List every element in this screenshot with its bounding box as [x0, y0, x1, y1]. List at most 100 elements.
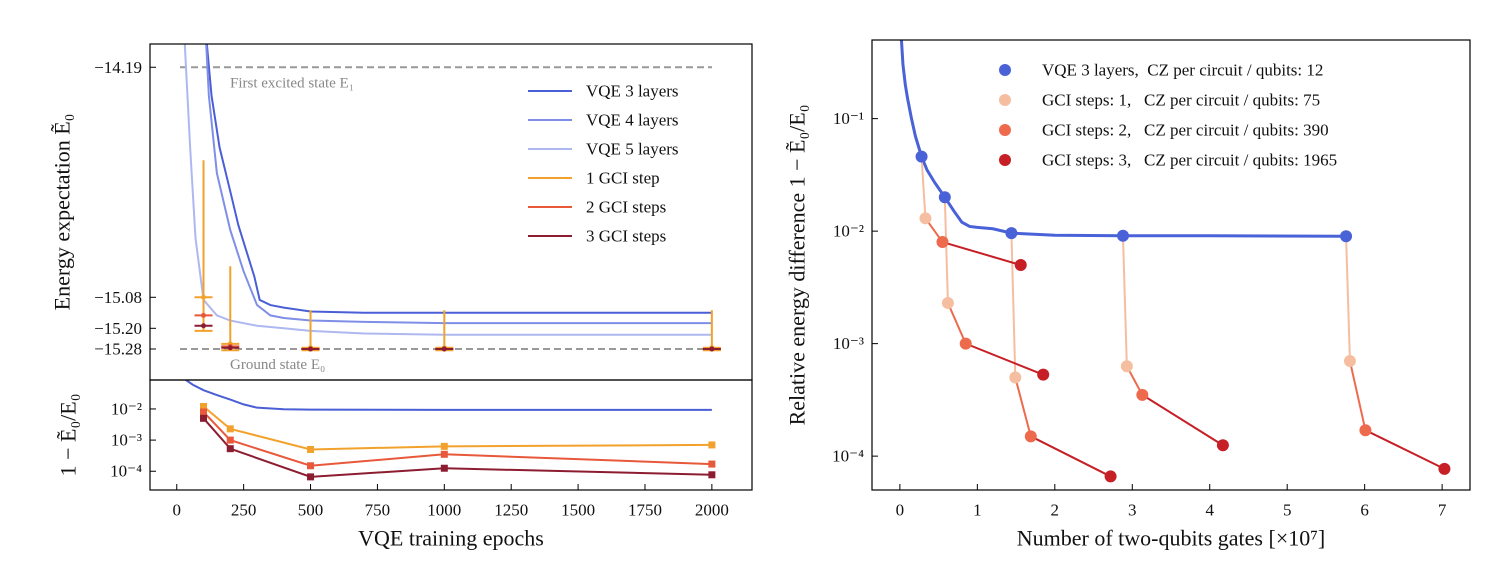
connector	[943, 197, 949, 303]
reference-label: Ground state E₀	[230, 357, 325, 373]
point	[708, 471, 716, 479]
legend-label: GCI steps: 2, CZ per circuit / qubits: 3…	[1042, 121, 1329, 140]
plot-area	[899, 40, 1451, 483]
y-tick-label: −14.19	[94, 58, 142, 77]
y-axis-label: 1 − Ẽ₀/E₀	[56, 394, 81, 477]
x-tick-label: 1250	[494, 501, 528, 520]
connector	[1014, 377, 1032, 437]
point	[938, 191, 951, 204]
legend-label: VQE 5 layers	[586, 140, 679, 159]
connector	[1030, 435, 1112, 478]
point	[1136, 388, 1149, 401]
x-tick-label: 1500	[561, 501, 595, 520]
series-line	[184, 380, 712, 411]
point	[1009, 371, 1022, 384]
legend-marker	[999, 94, 1011, 106]
point	[1438, 462, 1451, 475]
legend-label: 2 GCI steps	[586, 198, 666, 217]
connector	[1141, 394, 1224, 447]
point	[915, 150, 928, 163]
point	[226, 425, 234, 433]
x-tick-label: 2000	[695, 501, 729, 520]
legend-marker	[999, 154, 1011, 166]
series-line	[202, 417, 712, 478]
point	[1116, 229, 1129, 242]
point	[201, 294, 207, 300]
point	[440, 442, 448, 450]
connector	[1121, 235, 1128, 367]
point	[226, 445, 234, 453]
y-tick-label: 10⁻⁴	[110, 462, 142, 481]
point	[936, 236, 949, 249]
series-line	[202, 411, 712, 467]
y-axis-label: Relative energy difference 1 − Ẽ₀/E₀	[785, 105, 810, 426]
legend-label: GCI steps: 1, CZ per circuit / qubits: 7…	[1042, 91, 1320, 110]
legend-marker	[999, 64, 1011, 76]
point	[227, 345, 233, 351]
x-tick-label: 7	[1438, 501, 1447, 520]
series-curve	[899, 40, 1347, 238]
connector	[920, 156, 927, 219]
x-tick-label: 6	[1360, 501, 1369, 520]
legend-marker	[999, 124, 1011, 136]
y-tick-label: 10⁻³	[833, 334, 864, 353]
legend-label: 1 GCI step	[586, 169, 660, 188]
connector	[1348, 360, 1367, 431]
point	[709, 346, 715, 352]
connector	[1364, 429, 1445, 470]
point	[201, 323, 207, 329]
x-tick-label: 750	[365, 501, 391, 520]
point	[1340, 230, 1353, 243]
connector	[965, 342, 1044, 376]
point	[708, 441, 716, 449]
x-tick-label: 3	[1128, 501, 1137, 520]
legend-label: 3 GCI steps	[586, 227, 666, 246]
point	[1216, 439, 1229, 452]
point	[440, 450, 448, 458]
point	[200, 408, 208, 416]
point	[308, 346, 314, 352]
connector	[1010, 233, 1017, 378]
point	[919, 212, 932, 225]
connector	[946, 302, 967, 345]
connector	[942, 241, 1022, 266]
point	[200, 402, 208, 410]
series-line	[205, 44, 712, 314]
x-tick-label: 1000	[427, 501, 461, 520]
x-tick-label: 1	[973, 501, 982, 520]
y-tick-label: −15.08	[94, 288, 142, 307]
x-tick-label: 2	[1051, 501, 1060, 520]
series-line	[205, 44, 712, 325]
x-tick-label: 1750	[628, 501, 662, 520]
point	[307, 445, 315, 453]
y-tick-label: −15.28	[94, 339, 142, 358]
point	[1014, 259, 1027, 271]
plot-area	[184, 380, 716, 481]
x-tick-label: 250	[231, 501, 257, 520]
plot-area	[180, 44, 721, 352]
point	[941, 296, 954, 309]
legend-label: GCI steps: 3, CZ per circuit / qubits: 1…	[1042, 151, 1337, 170]
series-line	[202, 405, 712, 451]
x-tick-label: 0	[896, 501, 905, 520]
x-tick-label: 5	[1283, 501, 1292, 520]
point	[959, 337, 972, 350]
point	[708, 460, 716, 468]
point	[440, 464, 448, 472]
y-tick-label: 10⁻²	[833, 222, 864, 241]
legend-label: VQE 3 layers	[586, 82, 679, 101]
reference-label: First excited state E₁	[230, 75, 354, 91]
x-axis-label: Number of two-qubits gates [×10⁷]	[1017, 526, 1325, 551]
point	[200, 414, 208, 422]
point	[1104, 470, 1117, 483]
axes-frame	[871, 39, 1471, 491]
point	[1037, 368, 1050, 381]
x-tick-label: 4	[1205, 501, 1214, 520]
point	[307, 462, 315, 470]
point	[307, 473, 315, 481]
point	[1024, 430, 1037, 443]
point	[1359, 424, 1372, 437]
point	[226, 436, 234, 444]
connector	[1345, 236, 1351, 362]
axes-frame	[149, 379, 753, 491]
